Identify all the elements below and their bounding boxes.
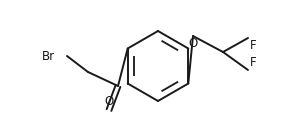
- Text: Br: Br: [42, 50, 55, 63]
- Text: F: F: [250, 56, 257, 69]
- Text: O: O: [104, 95, 114, 108]
- Text: O: O: [188, 37, 198, 50]
- Text: F: F: [250, 39, 257, 52]
